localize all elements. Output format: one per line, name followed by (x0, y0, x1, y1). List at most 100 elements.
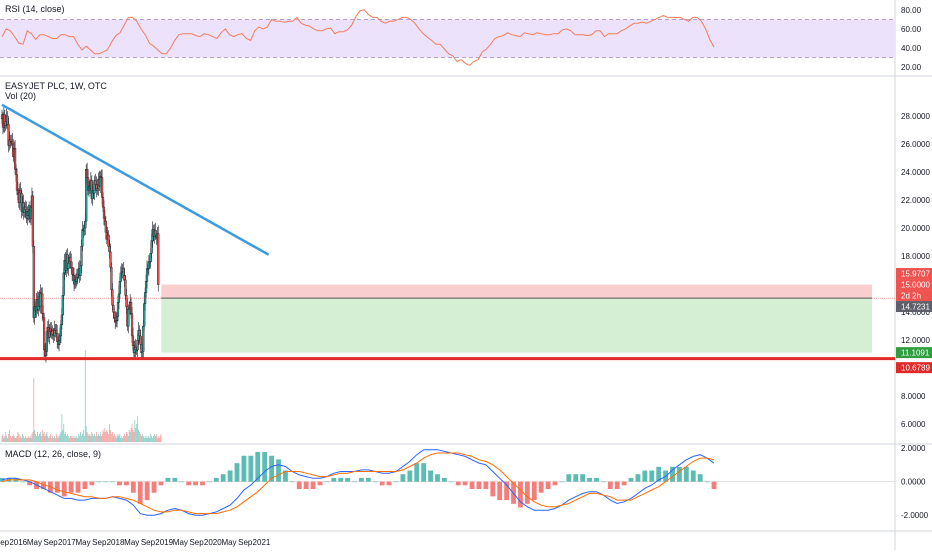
volume-bar (12, 434, 14, 442)
volume-bar (17, 432, 19, 442)
volume-bar (73, 438, 75, 442)
volume-bar (76, 436, 78, 442)
volume-bar (151, 436, 153, 442)
rsi-tick-label: 60.00 (901, 25, 922, 34)
volume-bar (97, 434, 99, 442)
volume-title: Vol (20) (5, 91, 36, 101)
take-profit-zone[interactable] (161, 298, 872, 353)
volume-bar (15, 438, 17, 442)
macd-histogram-bar (497, 481, 503, 501)
volume-bar (8, 434, 9, 442)
candle-body (139, 335, 142, 345)
candle-body (86, 169, 89, 178)
macd-histogram-bar (296, 481, 302, 490)
price-tick-label: 6.0000 (901, 420, 926, 429)
volume-bar (92, 434, 94, 442)
candle-body (136, 339, 139, 351)
volume-bar (24, 436, 26, 442)
volume-bar (1, 436, 3, 442)
macd-histogram-bar (206, 481, 212, 483)
volume-bar (140, 436, 142, 442)
candles (0, 106, 160, 363)
volume-bar (44, 436, 46, 442)
macd-histogram-bar (587, 477, 592, 482)
volume-bar (146, 436, 148, 442)
volume-bar (118, 436, 120, 442)
volume-bar (103, 432, 105, 442)
candle-body (75, 276, 78, 282)
volume-bar (10, 438, 12, 442)
macd-histogram-bar (269, 455, 275, 482)
price-label-entry: 15.0000 (901, 281, 930, 290)
volume-bar (98, 436, 100, 442)
candle-body (24, 206, 27, 211)
candle-body (42, 317, 46, 351)
candle-body (104, 220, 107, 233)
macd-histogram-bar (262, 452, 268, 482)
volume-bar (65, 432, 67, 442)
macd-histogram-bar (117, 481, 122, 486)
volume-bar (34, 430, 36, 442)
candle-body (119, 272, 122, 282)
volume-bar (147, 438, 149, 442)
candle-body (60, 314, 63, 325)
macd-histogram-bar (234, 463, 240, 482)
x-tick-label: May (173, 538, 188, 547)
candle-body (131, 335, 135, 346)
volume-bar (149, 438, 151, 442)
macd-histogram-bar (241, 455, 247, 482)
candle-body (100, 176, 103, 178)
volume-bar (51, 438, 52, 442)
volume-bar (131, 424, 133, 442)
volume-bar (93, 436, 95, 442)
candle-body (102, 206, 106, 219)
macd-histogram-bar (490, 481, 496, 497)
candle-body (84, 220, 87, 229)
stop-loss-zone[interactable] (161, 284, 872, 299)
candle-body (101, 197, 105, 208)
candle-body (54, 328, 57, 331)
volume-bar (97, 436, 98, 442)
x-tick-label: Sep (92, 538, 107, 547)
volume-bar (19, 438, 21, 442)
macd-histogram-bar (130, 481, 136, 493)
candle-body (44, 351, 48, 356)
volume-bar (128, 430, 130, 442)
volume-bar (160, 434, 162, 442)
candle-body (16, 190, 20, 194)
volume-bar (41, 430, 43, 442)
volume-bar (117, 434, 119, 442)
x-tick-label: May (76, 538, 91, 547)
volume-bar (96, 432, 97, 442)
volume-bar (119, 434, 121, 442)
volume-bar (68, 436, 69, 442)
x-tick-label: May (221, 538, 236, 547)
volume-bar (126, 434, 128, 442)
volume-bar (13, 436, 15, 442)
rsi-title: RSI (14, close) (5, 4, 65, 14)
volume-bar (126, 432, 127, 442)
volume-bar (46, 432, 48, 442)
macd-histogram-bar (448, 481, 454, 483)
candle-body (62, 272, 65, 296)
candle-body (71, 267, 74, 275)
volume-bar (85, 426, 87, 442)
candle-body (81, 229, 84, 247)
volume-bar (135, 428, 137, 442)
volume-bar (114, 436, 116, 442)
volume-bar (62, 430, 64, 442)
trendline[interactable] (1, 103, 270, 256)
price-label-stop: 14.7231 (901, 303, 930, 312)
candle-body (80, 246, 83, 267)
macd-histogram-bar (165, 477, 171, 482)
volume-bar (59, 434, 61, 442)
volume-bar (58, 436, 60, 442)
volume-bar (88, 436, 90, 442)
volume-bar (110, 430, 111, 442)
macd-histogram-bar (317, 481, 323, 486)
volume-bar (37, 432, 38, 442)
macd-histogram-bar (227, 470, 233, 482)
price-panel[interactable]: EASYJET PLC, 1W, OTC Vol (20) 28.0000 26.… (0, 81, 932, 442)
candle-body (42, 313, 45, 318)
